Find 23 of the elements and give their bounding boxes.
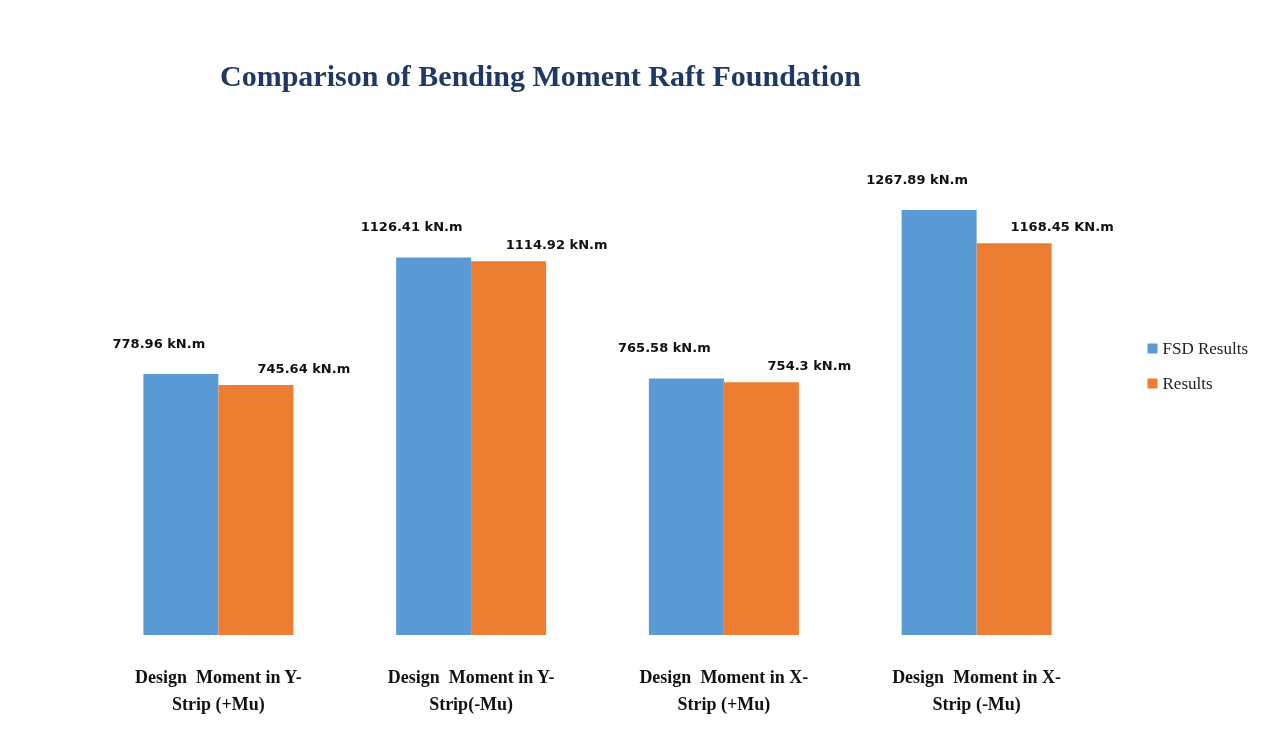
data-label: 1267.89 kN.m [866,172,968,187]
bar [648,378,724,635]
data-label: 1114.92 kN.m [505,237,608,253]
data-label: 1126.41 kN.m [360,219,463,235]
legend-label: FSD Results [1162,339,1248,358]
bar [901,210,977,635]
x-tick-label: Design Moment in Y- Strip(-Mu) [387,666,555,715]
data-label: 745.64 kN.m [257,361,351,377]
bar [143,373,219,635]
x-tick-label: Design Moment in Y- Strip (+Mu) [135,666,302,715]
bar [976,243,1052,635]
bar [471,261,547,635]
bar [218,385,294,635]
data-label: 754.3 kN.m [767,358,852,374]
bar [723,382,799,635]
data-label: 1168.45 KN.m [1010,219,1114,235]
x-tick-label: Design Moment in X- Strip (+Mu) [639,666,809,715]
data-label: 765.58 kN.m [618,340,711,356]
chart-title: Comparison of Bending Moment Raft Foundation [220,58,862,92]
data-label: 778.96 kN.m [112,335,206,351]
x-tick-label: Design Moment in X- Strip (-Mu) [892,666,1062,715]
bar [396,257,472,635]
legend-label: Results [1162,374,1213,393]
